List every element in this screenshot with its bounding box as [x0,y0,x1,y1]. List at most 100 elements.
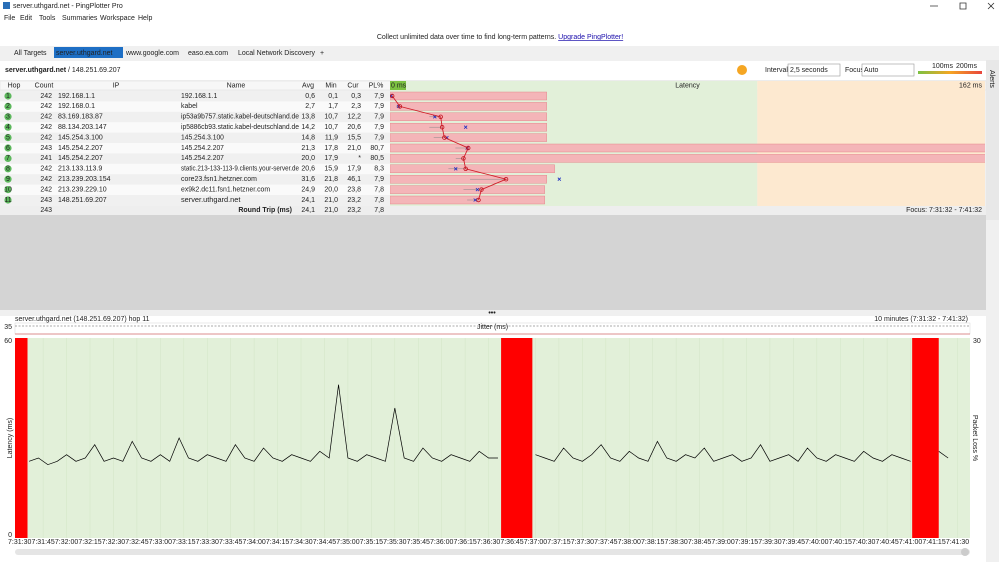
menu-item[interactable]: Workspace [100,15,135,22]
x-tick-label: 7:34:30 [289,539,312,546]
jitter-label: Jitter (ms) [477,324,508,331]
plot-layer [15,338,949,538]
ip: 148.251.69.207 [58,197,107,204]
banner [0,24,999,46]
x-tick-label: 7:32:00 [55,539,78,546]
avg-value: 21,3 [301,145,315,152]
title-bar [0,0,999,24]
avg-point [479,187,484,192]
window-controls[interactable] [930,2,995,10]
menu-item[interactable]: Help [138,15,153,22]
splitter[interactable]: ••• [488,310,496,317]
min-value: 20,0 [324,186,338,193]
avg-value: 24,9 [301,186,315,193]
menu-item[interactable]: Edit [20,15,32,22]
x-tick-label: 7:37:30 [571,539,594,546]
focus-value[interactable]: Auto [864,67,879,74]
menu-item[interactable]: Tools [39,15,56,22]
pause-button[interactable] [737,65,747,75]
min-value: 10,7 [324,114,338,121]
min-value: 17,9 [324,155,338,162]
cur-value: 2,3 [351,103,361,110]
upgrade-link[interactable]: Upgrade PingPlotter! [558,34,623,41]
pl-value: 7,9 [374,134,384,141]
y-tick-label: 0 [8,532,12,539]
cur-value: 20,6 [347,124,361,131]
row-bg [0,122,390,133]
hop-number: 11 [4,197,11,204]
time-scrollbar[interactable] [15,549,970,555]
x-tick-label: 7:41:00 [899,539,922,546]
x-tick-label: 7:39:15 [735,539,758,546]
min-value: 15,9 [324,166,338,173]
tab[interactable]: + [320,50,324,57]
count: 242 [40,176,52,183]
alerts-tab[interactable] [986,60,999,220]
latency-line [28,384,498,466]
threshold-legend-bar [918,71,982,74]
pl-value: 7,9 [374,103,384,110]
cur-value: 21,0 [347,145,361,152]
count: 241 [40,155,52,162]
count: 242 [40,186,52,193]
x-tick-label: 7:38:15 [641,539,664,546]
column-header: Cur [347,82,359,89]
plot-area [15,338,970,538]
pl-value: 7,8 [374,197,384,204]
x-tick-label: 7:36:00 [430,539,453,546]
ip: 213.239.203.154 [58,176,111,183]
jitter-max: 35 [4,324,12,331]
app-icon [3,2,10,9]
graph-subtitle: 10 minutes (7:31:32 - 7:41:32) [874,316,968,323]
interval-value[interactable]: 2,5 seconds [790,67,828,74]
target-path: server.uthgard.net / 148.251.69.207 [5,67,121,74]
column-header: PL% [369,82,384,89]
x-tick-label: 7:32:45 [125,539,148,546]
packet-loss-bar [390,154,985,163]
host-name: ip53a9b757.static.kabel-deutschland.de [181,114,299,121]
tab[interactable]: www.google.com [125,50,179,57]
tab[interactable]: All Targets [14,50,47,57]
alerts-label[interactable]: Alerts [988,70,995,88]
interval-select[interactable] [787,63,841,77]
tab[interactable]: server.uthgard.net [56,50,112,57]
hop-number: 6 [6,145,10,152]
avg-line [391,95,508,201]
x-tick-label: 7:35:15 [360,539,383,546]
menu-item[interactable]: Summaries [62,15,98,22]
hop-icon [4,175,12,183]
row-bg [0,143,390,154]
ip: 88.134.203.147 [58,124,107,131]
menu-item[interactable]: File [4,15,15,22]
current-marker [390,94,393,98]
min-value: 21,0 [324,197,338,204]
x-tick-label: 7:32:30 [102,539,125,546]
focus-select[interactable] [861,63,915,77]
column-header: Min [325,82,336,89]
current-marker [475,187,480,192]
pl-value: 7,9 [374,124,384,131]
x-tick-label: 7:38:45 [688,539,711,546]
tab[interactable]: easo.ea.com [188,50,228,57]
x-tick-label: 7:39:00 [711,539,734,546]
x-tick-label: 7:33:30 [196,539,219,546]
packet-loss-bar [390,91,547,101]
target-name: server.uthgard.net [5,67,67,74]
summary-focus: Focus: 7:31:32 - 7:41:32 [906,207,982,214]
ip: 192.168.0.1 [58,103,95,110]
x-tick-label: 7:31:30 [8,539,31,546]
scroll-thumb[interactable] [961,548,969,556]
banner-message: Collect unlimited data over time to find… [377,34,556,41]
avg-point [438,114,443,119]
hop-number: 3 [6,114,10,121]
host-name: kabel [181,103,198,110]
x-tick-label: 7:39:30 [758,539,781,546]
column-header: Hop [8,82,21,89]
y2-tick-label: 30 [973,338,981,345]
host-name: server.uthgard.net [181,197,240,204]
min-value: 0,1 [328,93,338,100]
column-header: Name [227,82,246,89]
x-tick-label: 7:32:15 [78,539,101,546]
tab[interactable]: Local Network Discovery [238,50,316,57]
